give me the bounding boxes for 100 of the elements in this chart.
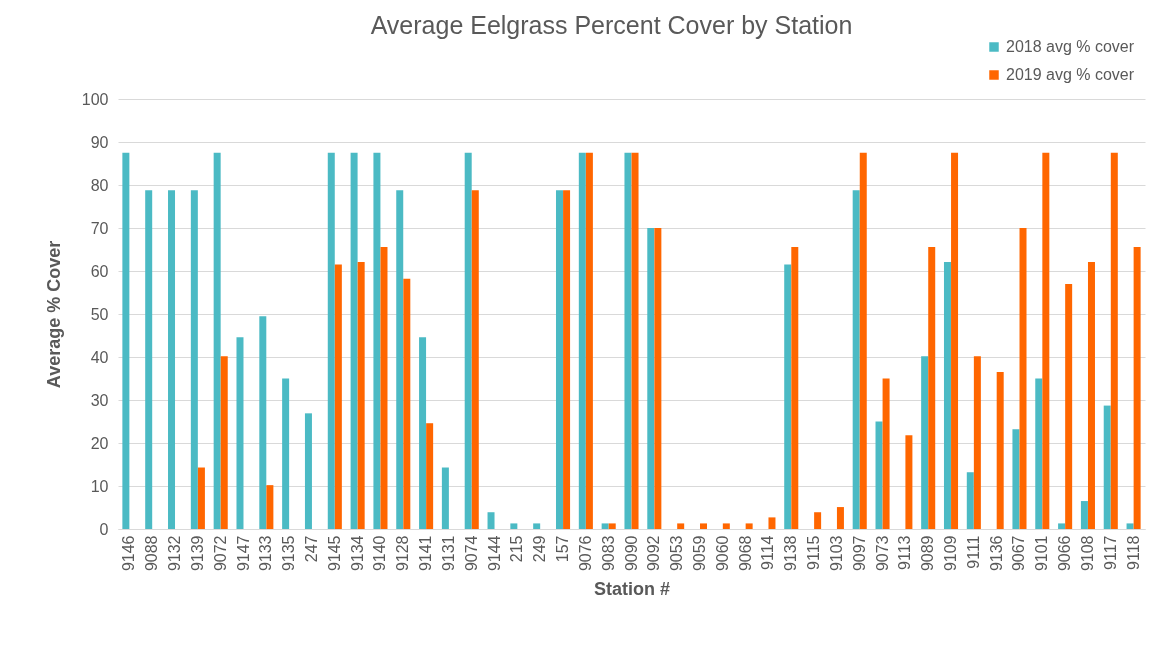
bar <box>836 507 844 529</box>
bar <box>563 190 571 529</box>
x-tick-label: 9053 <box>668 535 686 572</box>
x-tick-label: 9067 <box>1010 535 1028 572</box>
x-tick-label: 9092 <box>645 535 663 572</box>
x-tick-label: 9145 <box>325 535 343 572</box>
bar <box>700 523 707 529</box>
bar <box>487 512 495 529</box>
x-tick-label: 9111 <box>964 535 982 569</box>
x-tick-label: 9109 <box>942 535 960 572</box>
bar <box>951 152 959 529</box>
x-tick-label: 157 <box>554 535 572 563</box>
x-tick-label: 9138 <box>782 535 800 572</box>
y-tick-label: 60 <box>90 262 109 280</box>
bar <box>875 421 883 529</box>
bar <box>1087 261 1095 529</box>
bar <box>1103 405 1111 529</box>
y-tick-label: 90 <box>90 133 109 151</box>
bar <box>510 523 518 529</box>
x-tick-label: 9083 <box>599 535 617 572</box>
bar <box>357 261 365 529</box>
bar <box>334 264 342 529</box>
bar <box>647 228 655 529</box>
bar <box>745 523 753 529</box>
bar <box>973 356 981 529</box>
bar <box>928 246 936 529</box>
bar <box>859 152 867 529</box>
chart-title: Average Eelgrass Percent Cover by Station <box>370 11 853 39</box>
bar <box>677 523 685 529</box>
bar <box>464 152 472 529</box>
x-tick-label: 9059 <box>690 535 708 572</box>
x-tick-label: 9114 <box>759 535 777 570</box>
x-tick-label: 9073 <box>873 535 891 572</box>
bar <box>1126 523 1134 529</box>
x-tick-label: 9134 <box>348 535 366 572</box>
x-tick-label: 9140 <box>371 535 389 572</box>
bar <box>722 523 730 529</box>
bar <box>1080 501 1088 529</box>
bar <box>213 152 221 529</box>
bar <box>168 190 176 529</box>
y-tick-label: 0 <box>99 520 109 538</box>
bar <box>533 523 541 529</box>
y-tick-label: 50 <box>90 305 109 323</box>
legend-label: 2019 avg % cover <box>1006 66 1135 83</box>
bar <box>852 190 860 529</box>
bar <box>471 190 479 529</box>
x-tick-label: 9131 <box>439 535 457 572</box>
bar <box>350 152 358 529</box>
y-tick-label: 80 <box>90 176 109 194</box>
y-tick-label: 30 <box>90 391 109 409</box>
bar <box>1110 152 1118 529</box>
bar <box>654 228 662 529</box>
x-tick-label: 9076 <box>576 535 594 572</box>
bar <box>282 378 290 529</box>
bar <box>943 261 951 529</box>
bar <box>1019 228 1027 529</box>
bar <box>190 190 198 529</box>
bar <box>373 152 381 529</box>
bar <box>220 356 228 529</box>
bar <box>304 413 312 529</box>
bar <box>624 152 632 529</box>
bar <box>556 190 563 529</box>
bar <box>601 523 609 529</box>
bar <box>327 152 335 529</box>
bar <box>1133 246 1141 529</box>
x-tick-label: 9074 <box>462 535 480 572</box>
bar <box>236 337 244 529</box>
bar <box>441 467 449 529</box>
x-tick-label: 9141 <box>417 535 435 572</box>
bar <box>122 152 130 529</box>
x-tick-label: 9115 <box>805 535 823 570</box>
x-tick-label: 9132 <box>166 535 184 572</box>
x-tick-label: 9133 <box>257 535 275 572</box>
x-tick-label: 9066 <box>1056 535 1074 572</box>
x-tick-label: 9088 <box>143 535 161 572</box>
bar <box>768 517 776 529</box>
x-tick-label: 9097 <box>850 535 868 572</box>
y-tick-label: 100 <box>81 90 109 108</box>
bar <box>585 152 593 529</box>
bar <box>426 423 434 529</box>
x-tick-label: 9103 <box>827 535 845 572</box>
x-tick-label: 9147 <box>234 535 252 572</box>
bar <box>259 316 267 529</box>
x-tick-label: 215 <box>508 535 526 563</box>
bar <box>631 152 639 529</box>
y-axis-title: Average % Cover <box>43 240 64 389</box>
bar <box>1065 283 1073 529</box>
y-tick-label: 10 <box>90 477 109 495</box>
bar <box>966 472 974 529</box>
x-tick-label: 9068 <box>736 535 754 572</box>
x-tick-label: 9090 <box>622 535 640 572</box>
bar <box>403 278 411 529</box>
y-tick-label: 40 <box>90 348 109 366</box>
bar <box>419 337 427 529</box>
x-tick-label: 249 <box>531 535 549 563</box>
x-tick-label: 9135 <box>280 535 298 572</box>
bar <box>1035 378 1043 529</box>
x-tick-label: 9072 <box>211 535 229 572</box>
y-tick-label: 20 <box>90 434 109 452</box>
x-axis-title: Station # <box>593 579 671 600</box>
